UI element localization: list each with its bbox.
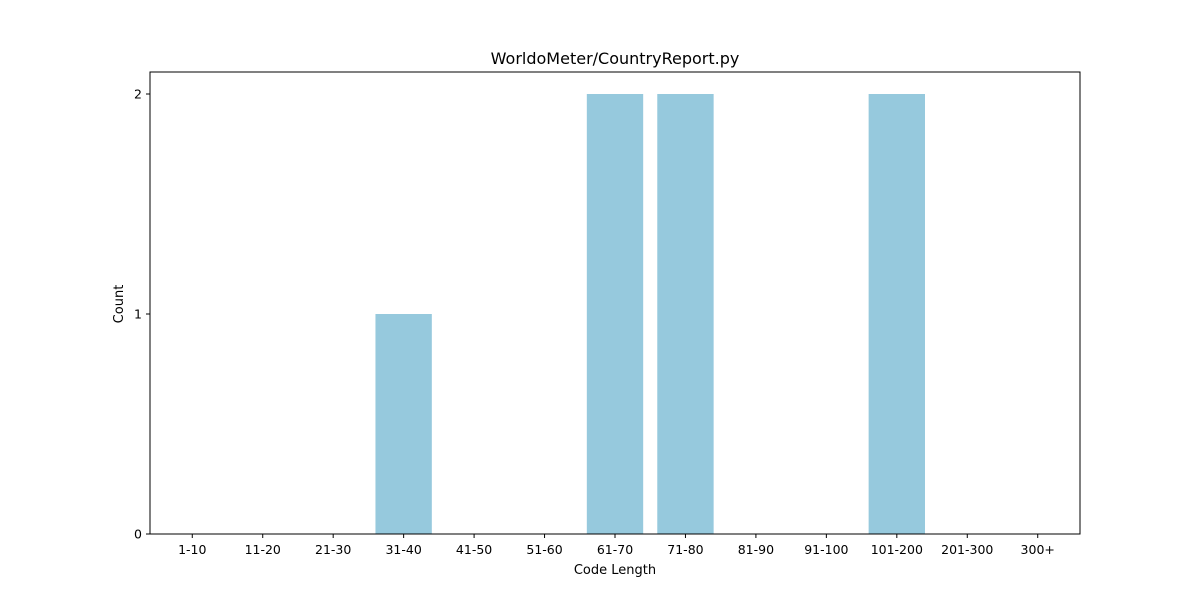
y-tick-label: 1 bbox=[134, 307, 142, 322]
chart-title: WorldoMeter/CountryReport.py bbox=[491, 49, 740, 68]
bar-71-80 bbox=[657, 94, 714, 534]
bar-61-70 bbox=[586, 94, 644, 534]
x-tick-label: 21-30 bbox=[315, 542, 351, 557]
x-tick-label: 300+ bbox=[1021, 542, 1055, 557]
x-tick-label: 81-90 bbox=[738, 542, 774, 557]
x-tick-label: 31-40 bbox=[385, 542, 421, 557]
bars-layer bbox=[375, 94, 925, 534]
bar-101-200 bbox=[868, 94, 925, 534]
x-tick-label: 51-60 bbox=[526, 542, 562, 557]
bar-31-40 bbox=[375, 314, 432, 534]
x-tick-label: 11-20 bbox=[245, 542, 281, 557]
y-tick-label: 0 bbox=[134, 527, 142, 542]
y-axis-label: Count bbox=[112, 285, 127, 324]
x-tick-label: 201-300 bbox=[941, 542, 993, 557]
x-tick-label: 41-50 bbox=[456, 542, 492, 557]
y-tick-label: 2 bbox=[134, 87, 142, 102]
x-tick-label: 91-100 bbox=[804, 542, 848, 557]
x-ticks-layer: 1-10 11-20 21-30 31-40 41-50 51-60 61-70 71-80 8… bbox=[178, 534, 1055, 557]
x-axis-label: Code Length bbox=[574, 563, 656, 578]
x-tick-label: 101-200 bbox=[871, 542, 923, 557]
x-tick-label: 1-10 bbox=[178, 542, 206, 557]
x-tick-label: 71-80 bbox=[667, 542, 703, 557]
y-ticks-layer: 0 1 2 bbox=[134, 87, 150, 542]
plot-area-frame bbox=[149, 71, 1081, 535]
x-tick-label: 61-70 bbox=[597, 542, 633, 557]
